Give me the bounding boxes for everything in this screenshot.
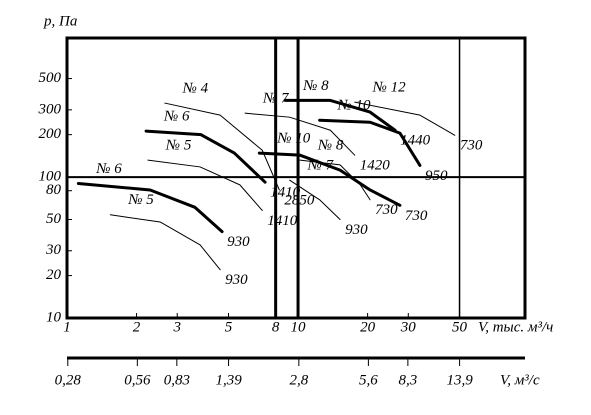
- series-name: № 10: [337, 98, 371, 114]
- curve: [144, 129, 267, 184]
- speed-label: 730: [460, 138, 483, 154]
- x-tick-label: 20: [360, 319, 376, 335]
- speed-label: 730: [405, 208, 428, 224]
- x2-tick-label: 13,9: [446, 372, 473, 388]
- series-name: № 10: [276, 131, 310, 147]
- curve: [147, 159, 263, 211]
- speed-label: 2850: [284, 192, 315, 208]
- x-tick-label: 50: [452, 319, 468, 335]
- speed-label: 1410: [267, 213, 298, 229]
- curve: [289, 179, 341, 220]
- x2-tick-label: 0,28: [55, 372, 82, 388]
- x2-axis-label: V, м³/с: [500, 372, 540, 388]
- series-name: № 8: [302, 78, 329, 94]
- y-tick-label: 50: [46, 211, 62, 227]
- curve: [257, 151, 402, 207]
- y-tick-label: 80: [46, 182, 62, 198]
- x2-tick-label: 5,6: [359, 372, 378, 388]
- curve: [354, 101, 456, 136]
- series-name: № 8: [317, 138, 344, 154]
- speed-label: 930: [345, 222, 368, 238]
- series-name: № 5: [165, 138, 192, 154]
- speed-label: 1420: [360, 158, 391, 174]
- y-tick-label: 200: [39, 126, 62, 142]
- series-name: № 6: [95, 161, 122, 177]
- x-tick-label: 3: [172, 319, 181, 335]
- curve: [164, 102, 280, 191]
- x2-tick-label: 0,83: [164, 372, 190, 388]
- curve: [244, 112, 356, 156]
- x2-tick-label: 0,56: [124, 372, 151, 388]
- y-tick-label: 30: [45, 242, 62, 258]
- series-name: № 12: [372, 80, 406, 96]
- x-tick-label: 1: [63, 319, 71, 335]
- curve: [109, 214, 221, 271]
- x-tick-label: 5: [225, 319, 233, 335]
- x-tick-label: 2: [133, 319, 141, 335]
- x-tick-label: 10: [291, 319, 307, 335]
- curve: [283, 98, 397, 132]
- x2-tick-label: 1,39: [215, 372, 242, 388]
- speed-label: 930: [225, 272, 248, 288]
- curve: [318, 118, 422, 167]
- x-tick-label: 30: [400, 319, 417, 335]
- speed-label: 1410: [270, 185, 301, 201]
- plot-frame: [65, 36, 527, 320]
- y-tick-label: 300: [38, 101, 62, 117]
- speed-label: 730: [375, 202, 398, 218]
- speed-label: 950: [425, 168, 448, 184]
- x2-tick-label: 8,3: [398, 372, 417, 388]
- y-axis-label: p, Па: [43, 13, 77, 29]
- x2-tick-label: 2,8: [289, 372, 308, 388]
- x-tick-label: 8: [272, 319, 280, 335]
- y-tick-label: 500: [39, 70, 62, 86]
- series-name: № 4: [182, 81, 209, 97]
- y-tick-label: 100: [39, 169, 62, 185]
- y-tick-label: 10: [46, 309, 62, 325]
- x-axis-label: V, тыс. м³/ч: [478, 319, 553, 335]
- speed-label: 930: [227, 234, 250, 250]
- series-name: № 5: [127, 192, 154, 208]
- curve: [76, 182, 224, 234]
- series-name: № 6: [163, 109, 190, 125]
- series-name: № 7: [262, 91, 290, 107]
- y-tick-label: 20: [46, 267, 62, 283]
